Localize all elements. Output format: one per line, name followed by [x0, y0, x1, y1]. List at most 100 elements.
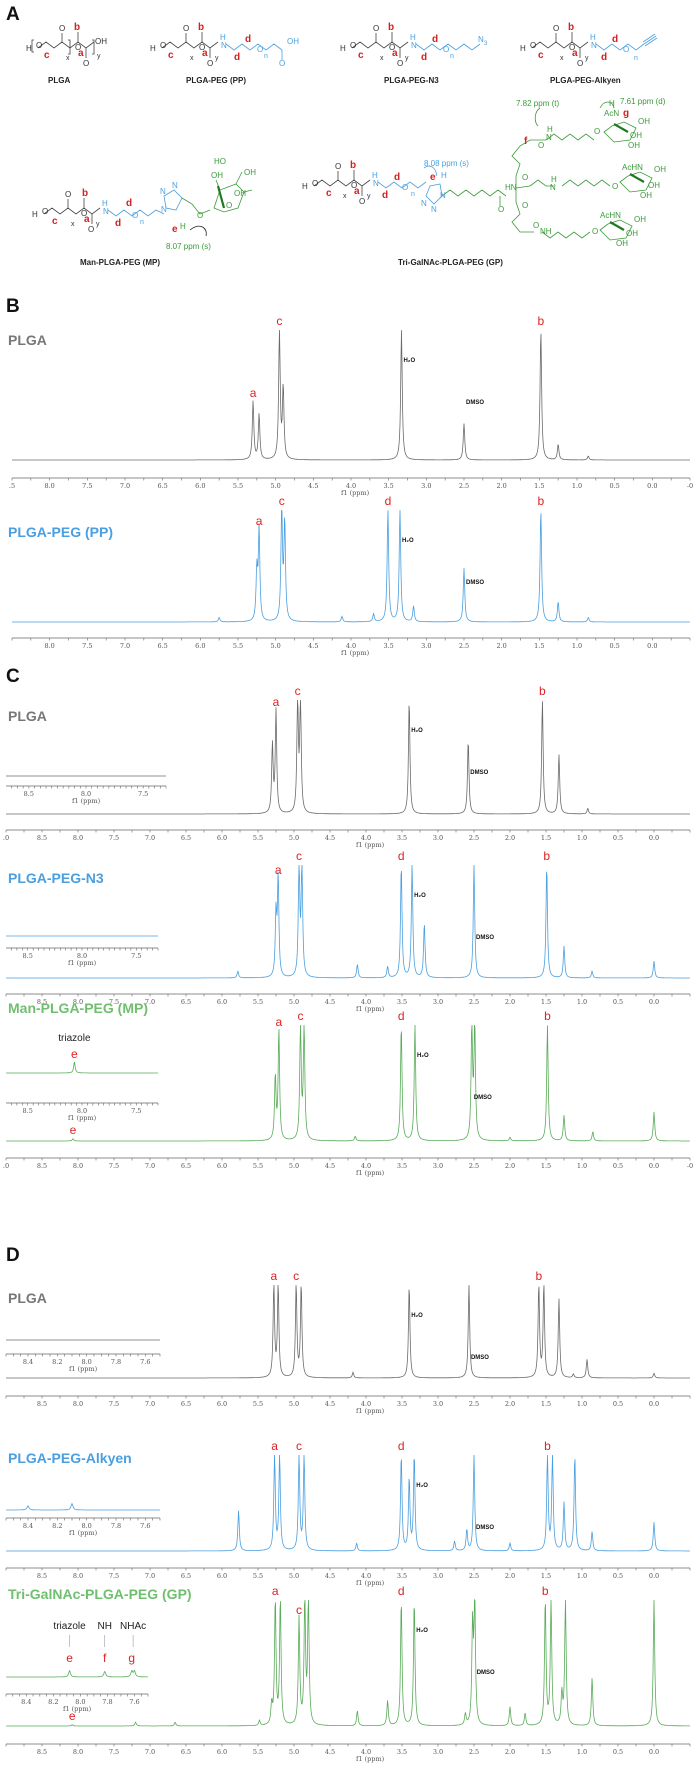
- axis-tick-label: 6.0: [195, 482, 206, 490]
- axis-tick-label: 0.5: [609, 482, 620, 490]
- axis-tick-label: 5.0: [288, 834, 300, 842]
- svg-text:d: d: [245, 34, 251, 45]
- svg-text:8.08 ppm (s): 8.08 ppm (s): [424, 159, 469, 168]
- axis-tick-label: 8.0: [44, 482, 55, 490]
- svg-text:n: n: [411, 191, 415, 198]
- svg-text:N: N: [221, 41, 227, 50]
- axis-tick-label: 8.0: [80, 790, 92, 798]
- svg-text:H: H: [590, 33, 596, 42]
- peak-label-a: a: [271, 1439, 278, 1453]
- axis-tick-label: 4.0: [345, 642, 357, 650]
- axis-tick-label: 7.5: [137, 790, 149, 798]
- axis-tick-label: 8.2: [52, 1358, 63, 1366]
- peak-label-b: b: [539, 684, 546, 698]
- x-axis: [5, 1743, 691, 1747]
- peak-label-a: a: [272, 695, 280, 710]
- axis-tick-label: 1.5: [534, 482, 545, 490]
- axis-tick-label: 7.5: [108, 998, 120, 1006]
- axis-tick-label: 7.8: [110, 1358, 122, 1366]
- inset-spectrum-trace: [6, 1061, 158, 1074]
- svg-text:OH: OH: [95, 37, 107, 46]
- svg-text:N: N: [550, 183, 556, 192]
- axis-tick-label: 6.5: [180, 998, 192, 1006]
- svg-text:d: d: [432, 34, 438, 45]
- mp-ppm-annotation: 8.07 ppm (s): [166, 242, 211, 251]
- axis-tick-label: 2.5: [468, 1400, 480, 1408]
- peak-label-b: b: [541, 1584, 549, 1598]
- spectrum-title: PLGA-PEG-N3: [8, 870, 104, 886]
- svg-text:a: a: [202, 48, 208, 59]
- inset-spectrum-trace: [6, 1502, 160, 1511]
- inset-annotation-triazole: triazole: [58, 1033, 91, 1044]
- svg-text:O: O: [373, 24, 379, 33]
- water-peak-label: H₂O: [411, 728, 423, 734]
- axis-tick-label: 6.0: [195, 642, 206, 650]
- svg-text:N: N: [421, 199, 427, 208]
- svg-text:N: N: [103, 207, 109, 216]
- svg-text:y: y: [367, 193, 371, 200]
- axis-tick-label: 0.5: [612, 834, 624, 842]
- svg-text:O: O: [42, 207, 48, 216]
- axis-tick-label: .5: [8, 482, 16, 490]
- axis-tick-label: 7.5: [108, 1748, 120, 1756]
- peak-label-b: b: [535, 1269, 543, 1283]
- x-axis: [5, 993, 691, 997]
- svg-text:H: H: [302, 182, 308, 191]
- axis-tick-label: 7.0: [144, 834, 156, 842]
- svg-text:d: d: [601, 52, 607, 63]
- svg-text:O: O: [88, 225, 94, 234]
- svg-text:a: a: [84, 214, 90, 225]
- axis-tick-label: 3.5: [396, 834, 408, 842]
- peak-label-a: a: [249, 385, 257, 400]
- peak-label-c: c: [278, 494, 285, 508]
- axis-tick-label: 0.0: [648, 1572, 660, 1580]
- dmso-peak-label: DMSO: [476, 935, 494, 941]
- axis-tick-label: 1.5: [540, 1162, 552, 1170]
- svg-text:y: y: [585, 55, 589, 62]
- svg-text:O: O: [498, 205, 504, 214]
- axis-tick-label: 8.0: [81, 1358, 92, 1366]
- panel-letter-c: C: [6, 666, 20, 687]
- inset-annotation-nhac: NHAc: [120, 1621, 147, 1632]
- svg-text:d: d: [394, 172, 400, 183]
- x-axis: [5, 1567, 691, 1571]
- axis-tick-label: 2.5: [468, 1748, 480, 1756]
- peak-label-d: d: [397, 1584, 405, 1598]
- svg-text:H: H: [372, 171, 378, 180]
- axis-tick-label: 3.5: [396, 1162, 408, 1170]
- axis-tick-label: 0.0: [647, 642, 658, 650]
- axis-tick-label: 1.0: [576, 1572, 588, 1580]
- svg-text:H: H: [220, 33, 226, 42]
- svg-text:x: x: [380, 55, 384, 62]
- axis-tick-label: 6.5: [157, 642, 168, 650]
- svg-text:H: H: [410, 33, 416, 42]
- structure-name-plga: PLGA: [48, 76, 71, 85]
- axis-tick-label: 7.5: [108, 1162, 120, 1170]
- spectrum-title: PLGA: [8, 1290, 47, 1306]
- svg-text:OH: OH: [616, 239, 628, 248]
- axis-tick-label: 2.5: [458, 642, 470, 650]
- svg-text:g: g: [623, 108, 629, 119]
- svg-text:O: O: [75, 43, 81, 52]
- axis-tick-label: 8.0: [75, 1698, 86, 1706]
- axis-tick-label: 8.0: [72, 1572, 84, 1580]
- svg-text:N: N: [172, 181, 178, 190]
- axis-tick-label: 5.5: [252, 1162, 264, 1170]
- axis-tick-label: 8.0: [44, 642, 55, 650]
- svg-text:H: H: [551, 175, 557, 184]
- svg-text:O: O: [132, 211, 138, 220]
- dmso-peak-label: DMSO: [473, 1095, 492, 1101]
- svg-text:O: O: [279, 59, 285, 68]
- axis-tick-label: 7.0: [144, 1572, 156, 1580]
- water-peak-label: H₂O: [416, 1628, 428, 1634]
- axis-tick-label: 8.5: [36, 1162, 48, 1170]
- axis-tick-label: 2.0: [496, 482, 507, 490]
- spectrum-trace: [6, 1284, 690, 1379]
- inset-annotation-triazole: triazole: [53, 1621, 86, 1632]
- axis-tick-label: 8.0: [72, 998, 84, 1006]
- svg-text:b: b: [350, 160, 356, 171]
- spectrum-title: PLGA-PEG (PP): [8, 524, 114, 540]
- water-peak-label: H₂O: [416, 1053, 429, 1059]
- svg-text:O: O: [207, 59, 213, 68]
- axis-tick-label: 3.5: [396, 1400, 408, 1408]
